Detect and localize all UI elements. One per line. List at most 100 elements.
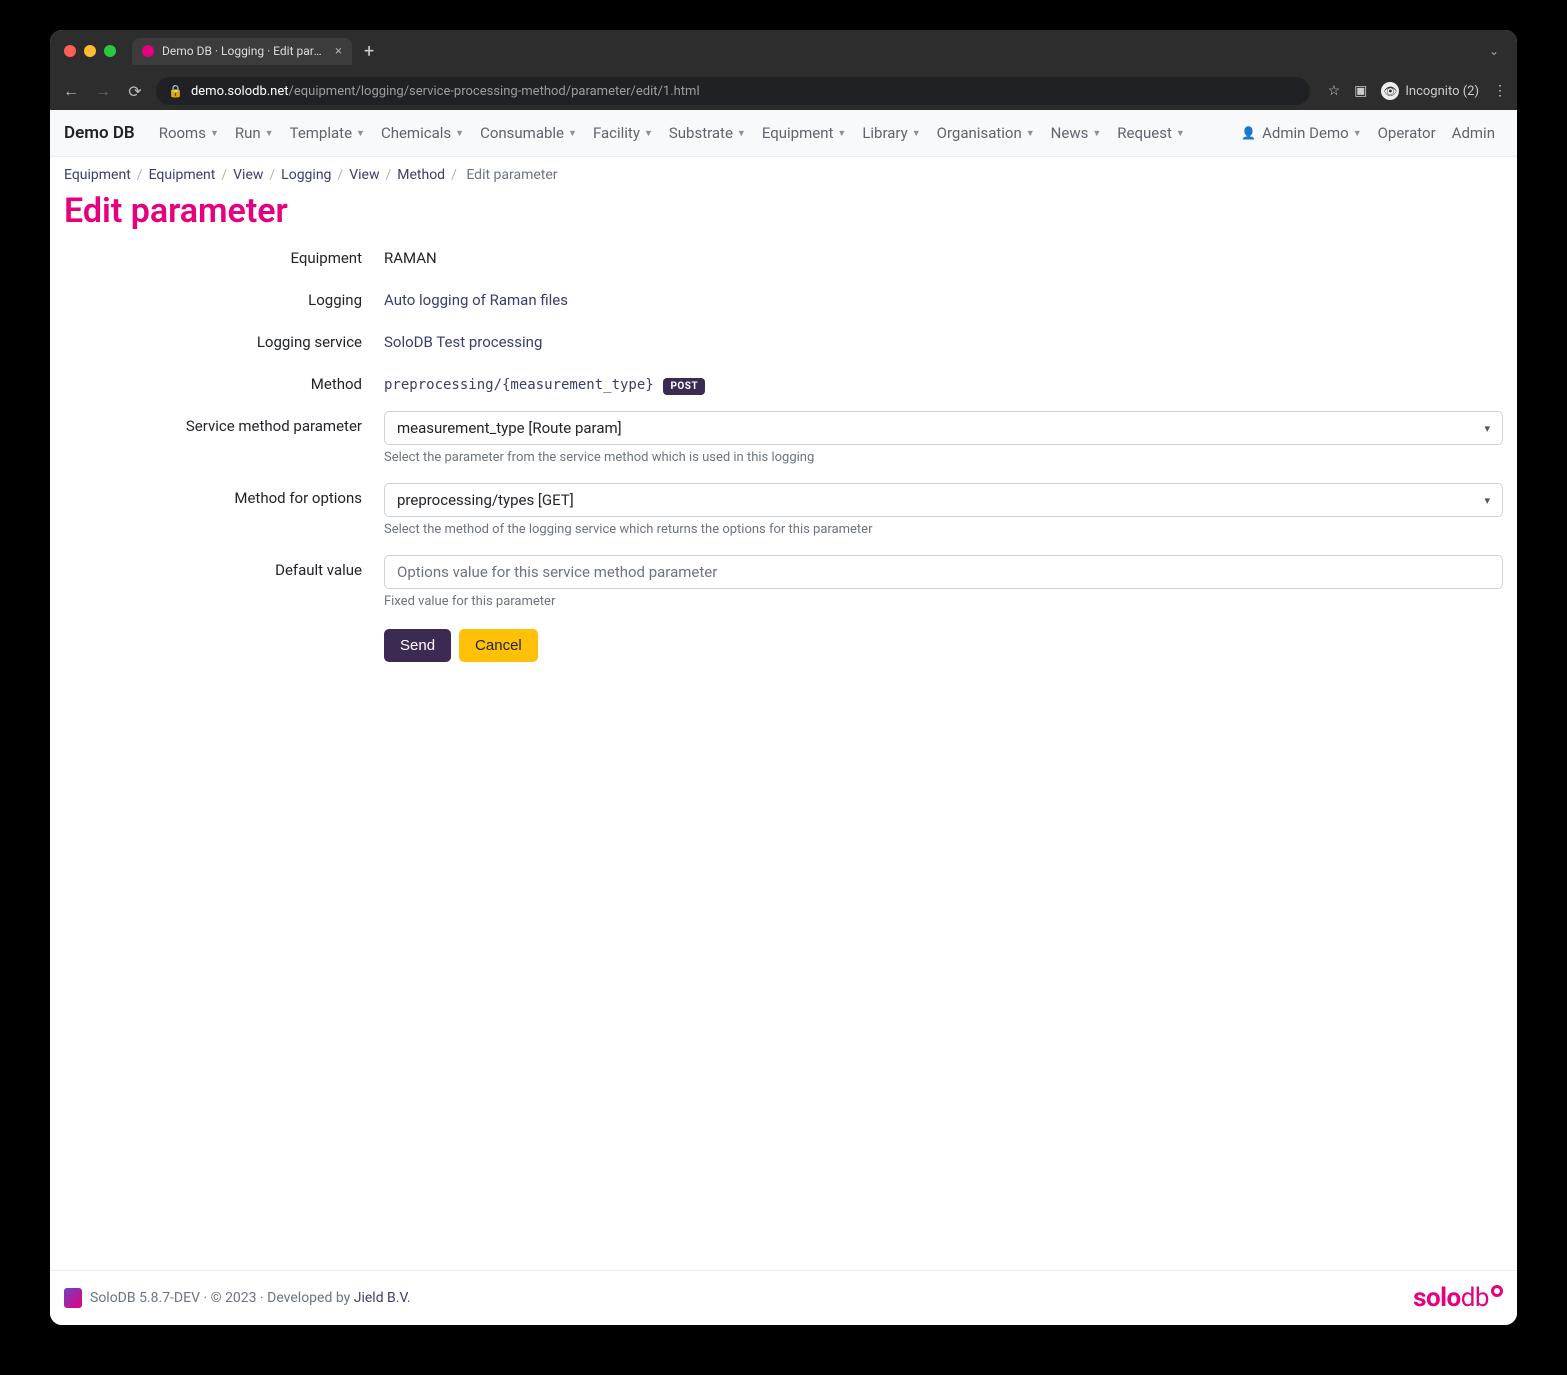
- footer-brand-main: solo: [1413, 1283, 1461, 1313]
- method-badge: POST: [663, 378, 705, 395]
- breadcrumb-link[interactable]: View: [349, 167, 379, 183]
- smp-help: Select the parameter from the service me…: [384, 450, 1503, 465]
- breadcrumb-separator: /: [137, 167, 143, 183]
- field-logging: Logging Auto logging of Raman files: [64, 285, 1503, 309]
- nav-user-item-operator[interactable]: Operator: [1370, 120, 1444, 146]
- nav-item-equipment[interactable]: Equipment▼: [754, 120, 854, 146]
- footer-brand-dot-icon: [1491, 1285, 1503, 1297]
- breadcrumb-separator: /: [221, 167, 227, 183]
- chevron-down-icon: ▼: [837, 128, 846, 139]
- field-default-value: Default value Options value for this ser…: [64, 555, 1503, 609]
- browser-window: Demo DB · Logging · Edit param × + ⌄ ← →…: [50, 30, 1517, 1325]
- url-host: demo.solodb.net: [191, 84, 289, 99]
- field-logging-service: Logging service SoloDB Test processing: [64, 327, 1503, 351]
- default-value-help: Fixed value for this parameter: [384, 594, 1503, 609]
- chevron-down-icon: ▼: [737, 128, 746, 139]
- incognito-label: Incognito (2): [1405, 84, 1479, 99]
- field-equipment-label: Equipment: [64, 243, 384, 267]
- field-method-value: preprocessing/{measurement_type} POST: [384, 369, 1503, 393]
- nav-item-rooms[interactable]: Rooms▼: [151, 120, 227, 146]
- field-logging-link[interactable]: Auto logging of Raman files: [384, 291, 568, 309]
- breadcrumb-link[interactable]: Equipment: [149, 167, 216, 183]
- field-smp-label: Service method parameter: [64, 411, 384, 435]
- footer-brand-sub: db: [1461, 1283, 1489, 1313]
- browser-menu-icon[interactable]: ⋮: [1493, 83, 1507, 99]
- nav-item-facility[interactable]: Facility▼: [585, 120, 661, 146]
- window-minimize-button[interactable]: [84, 45, 96, 57]
- address-bar[interactable]: 🔒 demo.solodb.net/equipment/logging/serv…: [156, 77, 1310, 105]
- footer-devby-link[interactable]: Jield B.V.: [354, 1290, 411, 1306]
- brand[interactable]: Demo DB: [64, 123, 135, 143]
- field-equipment: Equipment RAMAN: [64, 243, 1503, 267]
- nav-item-chemicals[interactable]: Chemicals▼: [373, 120, 472, 146]
- breadcrumb-link[interactable]: Equipment: [64, 167, 131, 183]
- chevron-down-icon: ▾: [1484, 422, 1490, 435]
- address-bar-row: ← → ⟳ 🔒 demo.solodb.net/equipment/loggin…: [50, 72, 1517, 110]
- nav-item-run[interactable]: Run▼: [227, 120, 282, 146]
- chevron-down-icon: ▼: [1026, 128, 1035, 139]
- breadcrumb-separator: /: [451, 167, 457, 183]
- window-close-button[interactable]: [64, 45, 76, 57]
- tabs-dropdown-icon[interactable]: ⌄: [1489, 44, 1499, 58]
- smp-select[interactable]: measurement_type [Route param] ▾: [384, 411, 1503, 445]
- footer: SoloDB 5.8.7-DEV · © 2023 · Developed by…: [50, 1270, 1517, 1325]
- cancel-button[interactable]: Cancel: [459, 629, 538, 662]
- nav-item-organisation[interactable]: Organisation▼: [929, 120, 1043, 146]
- new-tab-button[interactable]: +: [364, 41, 374, 62]
- user-icon: 👤: [1241, 126, 1256, 140]
- incognito-indicator[interactable]: 👁 Incognito (2): [1381, 82, 1479, 100]
- mfo-select-value: preprocessing/types [GET]: [397, 491, 574, 509]
- mfo-select[interactable]: preprocessing/types [GET] ▾: [384, 483, 1503, 517]
- panel-icon[interactable]: ▣: [1354, 83, 1367, 99]
- nav-back-icon[interactable]: ←: [60, 81, 82, 101]
- chevron-down-icon: ▼: [912, 128, 921, 139]
- chevron-down-icon: ▼: [644, 128, 653, 139]
- breadcrumb-link[interactable]: View: [233, 167, 263, 183]
- field-method: Method preprocessing/{measurement_type} …: [64, 369, 1503, 393]
- nav-forward-icon[interactable]: →: [92, 81, 114, 101]
- breadcrumb-link[interactable]: Logging: [281, 167, 331, 183]
- chevron-down-icon: ▼: [568, 128, 577, 139]
- breadcrumb-separator: /: [385, 167, 391, 183]
- nav-reload-icon[interactable]: ⟳: [124, 82, 146, 101]
- nav-item-consumable[interactable]: Consumable▼: [472, 120, 585, 146]
- nav-item-library[interactable]: Library▼: [854, 120, 928, 146]
- field-logging-service-link[interactable]: SoloDB Test processing: [384, 333, 542, 351]
- browser-tab[interactable]: Demo DB · Logging · Edit param ×: [132, 38, 352, 65]
- tab-title: Demo DB · Logging · Edit param: [162, 44, 327, 58]
- footer-version: SoloDB 5.8.7-DEV: [90, 1290, 200, 1306]
- default-value-input[interactable]: Options value for this service method pa…: [384, 555, 1503, 589]
- mfo-help: Select the method of the logging service…: [384, 522, 1503, 537]
- field-method-for-options: Method for options preprocessing/types […: [64, 483, 1503, 537]
- chevron-down-icon: ▼: [265, 128, 274, 139]
- nav-item-news[interactable]: News▼: [1043, 120, 1110, 146]
- main-navbar: Demo DB Rooms▼Run▼Template▼Chemicals▼Con…: [50, 110, 1517, 157]
- nav-item-template[interactable]: Template▼: [282, 120, 373, 146]
- field-method-label: Method: [64, 369, 384, 393]
- nav-user-item-admin[interactable]: Admin: [1444, 120, 1503, 146]
- field-logging-service-label: Logging service: [64, 327, 384, 351]
- bookmark-icon[interactable]: ☆: [1328, 83, 1341, 99]
- nav-user-item-admin-demo[interactable]: 👤Admin Demo▼: [1233, 120, 1369, 146]
- breadcrumb-active: Edit parameter: [466, 167, 557, 183]
- field-equipment-value: RAMAN: [384, 243, 1503, 267]
- nav-item-request[interactable]: Request▼: [1109, 120, 1193, 146]
- page-title: Edit parameter: [50, 187, 1517, 243]
- send-button[interactable]: Send: [384, 629, 451, 662]
- nav-item-substrate[interactable]: Substrate▼: [661, 120, 754, 146]
- field-mfo-label: Method for options: [64, 483, 384, 507]
- browser-chrome: Demo DB · Logging · Edit param × + ⌄ ← →…: [50, 30, 1517, 110]
- breadcrumb-separator: /: [337, 167, 343, 183]
- tab-favicon-icon: [142, 45, 154, 57]
- addr-right-controls: ☆ ▣ 👁 Incognito (2) ⋮: [1328, 82, 1507, 100]
- method-code: preprocessing/{measurement_type}: [384, 377, 654, 393]
- footer-text: SoloDB 5.8.7-DEV · © 2023 · Developed by…: [90, 1290, 411, 1306]
- smp-select-value: measurement_type [Route param]: [397, 419, 622, 437]
- window-maximize-button[interactable]: [104, 45, 116, 57]
- footer-copyright: © 2023: [211, 1290, 257, 1306]
- chevron-down-icon: ▾: [1484, 494, 1490, 507]
- field-logging-label: Logging: [64, 285, 384, 309]
- window-controls: [64, 45, 116, 57]
- breadcrumb-link[interactable]: Method: [397, 167, 445, 183]
- tab-close-icon[interactable]: ×: [335, 44, 342, 59]
